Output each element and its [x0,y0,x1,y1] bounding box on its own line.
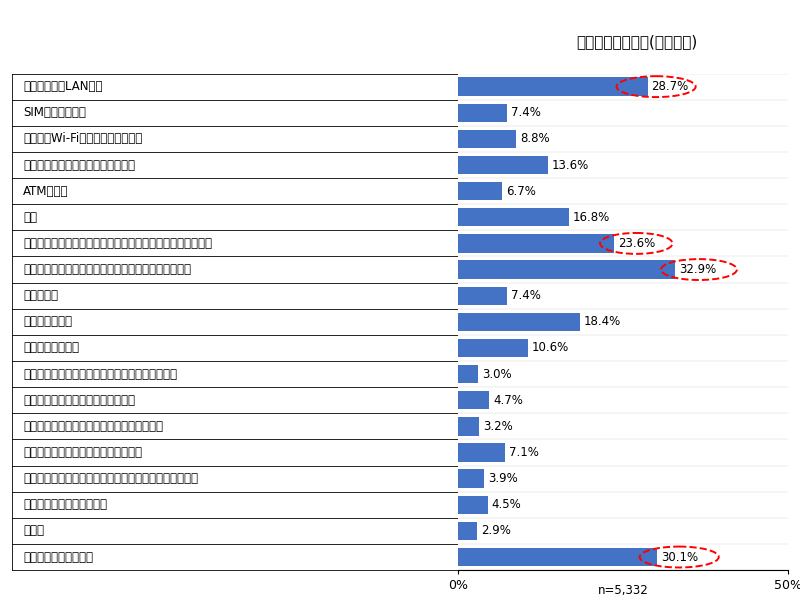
Bar [458,234,614,253]
Text: 鉄道の割引きっぷ: 鉄道の割引きっぷ [23,341,79,354]
Text: 8.8%: 8.8% [520,132,550,145]
Text: 3.2%: 3.2% [483,420,513,433]
Text: 災害、けが・病気の際の医療機関、海外旅行保険: 災害、けが・病気の際の医療機関、海外旅行保険 [23,368,177,381]
Bar [458,365,478,383]
Text: SIMカードの購入: SIMカードの購入 [23,106,86,120]
Bar [458,443,505,462]
Text: 13.6%: 13.6% [552,159,589,172]
Text: 宿泊施設や空港などへの荷物の配送サービス: 宿泊施設や空港などへの荷物の配送サービス [23,420,163,433]
Text: 無料公衆無線LAN環境: 無料公衆無線LAN環境 [23,80,102,93]
Bar [458,182,502,200]
Text: 入国手続き: 入国手続き [23,289,58,302]
Text: 7.1%: 7.1% [509,446,539,459]
Bar [458,417,479,435]
Text: 観光地におけるツアー、旅行商品（情報入手、種類等）: 観光地におけるツアー、旅行商品（情報入手、種類等） [23,472,198,485]
Bar [458,495,488,514]
Bar [458,130,516,148]
Text: トイレの利用・場所・設備: トイレの利用・場所・設備 [23,498,107,511]
Text: 多言語表示の少なさ・わかりにくさ（観光案内板・地図等）: 多言語表示の少なさ・わかりにくさ（観光案内板・地図等） [23,237,212,250]
Bar [458,391,490,409]
Text: 23.6%: 23.6% [618,237,655,250]
Bar [458,208,569,226]
Text: 16.8%: 16.8% [573,211,610,224]
Text: 18.4%: 18.4% [583,315,621,329]
Bar [458,548,657,566]
Text: 施設等のスタッフとのコミュニケーションがとれない: 施設等のスタッフとのコミュニケーションがとれない [23,263,191,276]
Bar [458,522,478,540]
Text: 4.7%: 4.7% [493,394,523,406]
Text: 7.4%: 7.4% [511,289,541,302]
Bar [458,286,507,305]
Text: 飲食店、宿泊施設の情報の入手・予約: 飲食店、宿泊施設の情報の入手・予約 [23,446,142,459]
Text: 10.6%: 10.6% [532,341,570,354]
Bar [458,156,548,174]
Bar [458,313,579,331]
Bar [458,77,647,96]
Bar [458,470,484,488]
Text: 旅行中困ったこと(複数回答): 旅行中困ったこと(複数回答) [576,34,698,49]
Text: 7.4%: 7.4% [511,106,541,120]
Text: 公共交通の利用: 公共交通の利用 [23,315,72,329]
Bar [458,104,507,122]
Text: モバイルWi-Fiルーターのレンタル: モバイルWi-Fiルーターのレンタル [23,132,142,145]
Text: n=5,332: n=5,332 [598,584,649,598]
Bar [458,339,528,357]
Text: 2.9%: 2.9% [482,524,511,538]
Bar [458,261,675,279]
Text: 観光案内所の利用や観光地での案内: 観光案内所の利用や観光地での案内 [23,394,135,406]
Text: 6.7%: 6.7% [506,185,536,197]
Text: 32.9%: 32.9% [679,263,717,276]
Text: 3.0%: 3.0% [482,368,511,381]
Text: その他: その他 [23,524,44,538]
Text: ATMの利用: ATMの利用 [23,185,69,197]
Text: 両替: 両替 [23,211,37,224]
Text: 30.1%: 30.1% [661,550,698,563]
Text: 困ったことはなかった: 困ったことはなかった [23,550,93,563]
Text: クレジット／デビットカードの利用: クレジット／デビットカードの利用 [23,159,135,172]
Text: 3.9%: 3.9% [488,472,518,485]
Text: 4.5%: 4.5% [492,498,522,511]
Text: 28.7%: 28.7% [651,80,689,93]
